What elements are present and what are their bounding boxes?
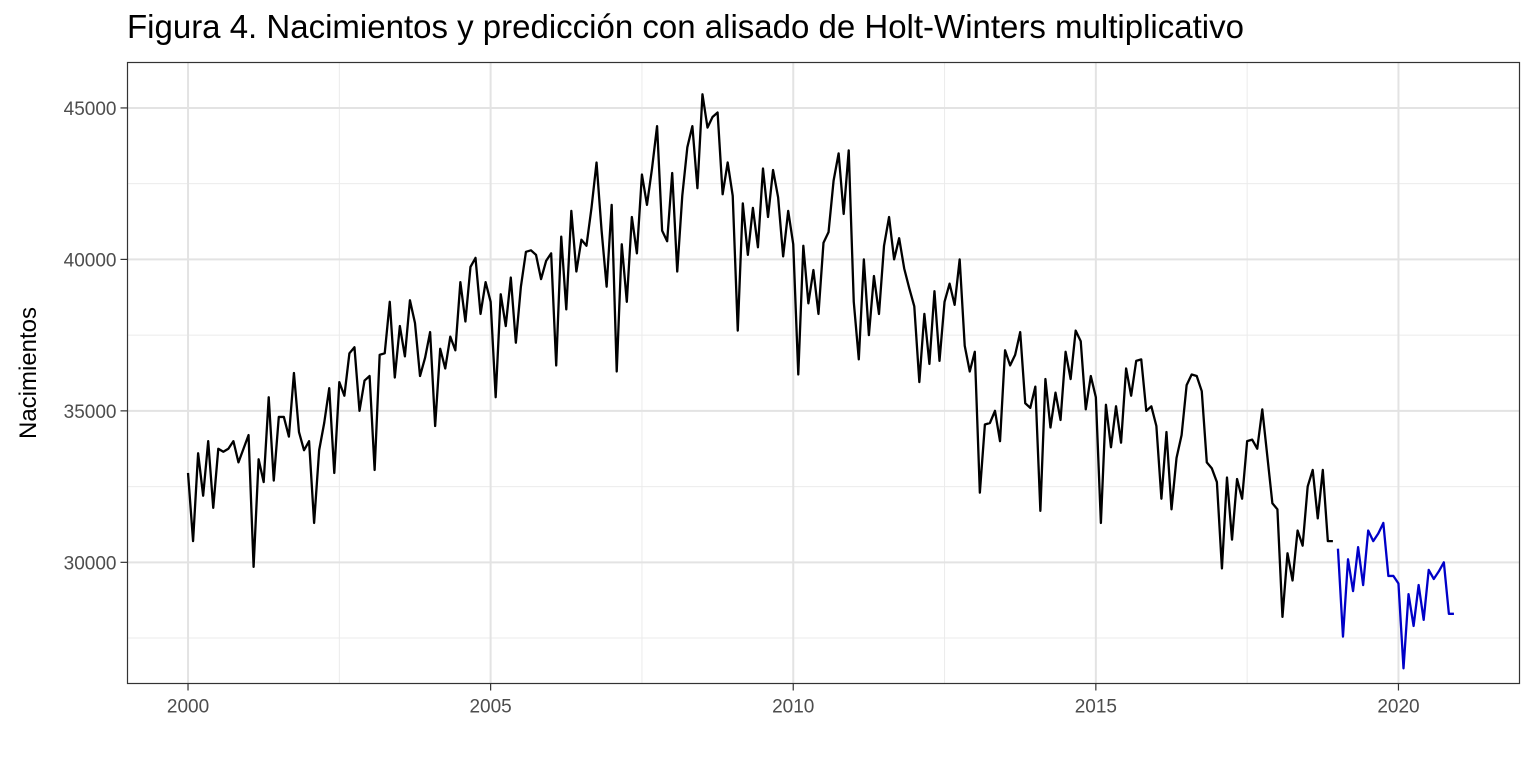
x-tick-label: 2020 [1377,697,1419,718]
grid-minor [127,62,1520,684]
y-tick-label: 45000 [64,99,117,120]
x-tick-label: 2005 [469,697,511,718]
series-line-forecast [1336,521,1454,670]
y-axis-title: Nacimientos [15,307,42,439]
panel-border [126,61,1521,685]
x-tick-label: 2015 [1075,697,1117,718]
y-axis: 30000 35000 40000 45000 [64,99,128,574]
series-layer [186,93,1454,670]
y-tick-label: 35000 [64,402,117,423]
chart-title: Figura 4. Nacimientos y predicción con a… [127,8,1244,45]
y-tick-label: 30000 [64,553,117,574]
x-tick-label: 2000 [167,697,209,718]
grid-major [127,62,1520,684]
y-tick-label: 40000 [64,250,117,271]
series-line-observed [186,93,1333,619]
x-tick-label: 2010 [772,697,814,718]
x-axis: 2000 2005 2010 2015 2020 [167,683,1420,718]
